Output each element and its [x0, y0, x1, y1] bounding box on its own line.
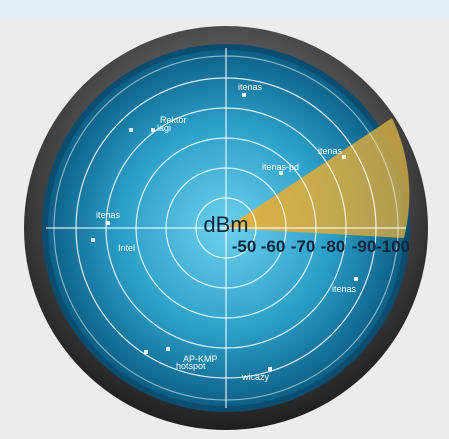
network-dot[interactable]	[129, 128, 133, 132]
scale-label: -50	[232, 237, 257, 256]
network-dot[interactable]	[151, 128, 155, 132]
scale-label: -100	[376, 237, 410, 256]
scale-label: -60	[261, 237, 286, 256]
scale-label: -80	[321, 237, 346, 256]
network-label[interactable]: itenas	[96, 210, 121, 220]
center-label: dBm	[203, 212, 248, 237]
network-label[interactable]: itenas	[318, 146, 343, 156]
scale-label: -70	[291, 237, 316, 256]
scale-label: -90	[352, 237, 377, 256]
network-label[interactable]: hotspot	[176, 361, 206, 371]
network-dot[interactable]	[354, 277, 358, 281]
network-dot[interactable]	[242, 93, 246, 97]
top-strip	[0, 0, 449, 18]
network-dot[interactable]	[91, 238, 95, 242]
network-label[interactable]: wicazy	[241, 372, 270, 382]
network-label[interactable]: Rektor	[160, 115, 187, 125]
network-label[interactable]: itenas	[332, 284, 357, 294]
network-label[interactable]: AP-KMP	[183, 354, 218, 364]
network-label[interactable]: lagi	[157, 123, 171, 133]
network-dot[interactable]	[279, 171, 283, 175]
network-dot[interactable]	[268, 367, 272, 371]
network-label[interactable]: itenas-pd	[262, 162, 299, 172]
rings	[46, 48, 406, 408]
network-dot[interactable]	[144, 350, 148, 354]
sweep	[226, 118, 410, 238]
scale-labels: -50 -60 -70 -80 -90 -100	[232, 237, 410, 256]
network-dot[interactable]	[342, 155, 346, 159]
network-dot[interactable]	[106, 221, 110, 225]
network-label[interactable]: Intel	[118, 243, 135, 253]
network-label[interactable]: itenas	[238, 82, 263, 92]
network-dot[interactable]	[166, 347, 170, 351]
